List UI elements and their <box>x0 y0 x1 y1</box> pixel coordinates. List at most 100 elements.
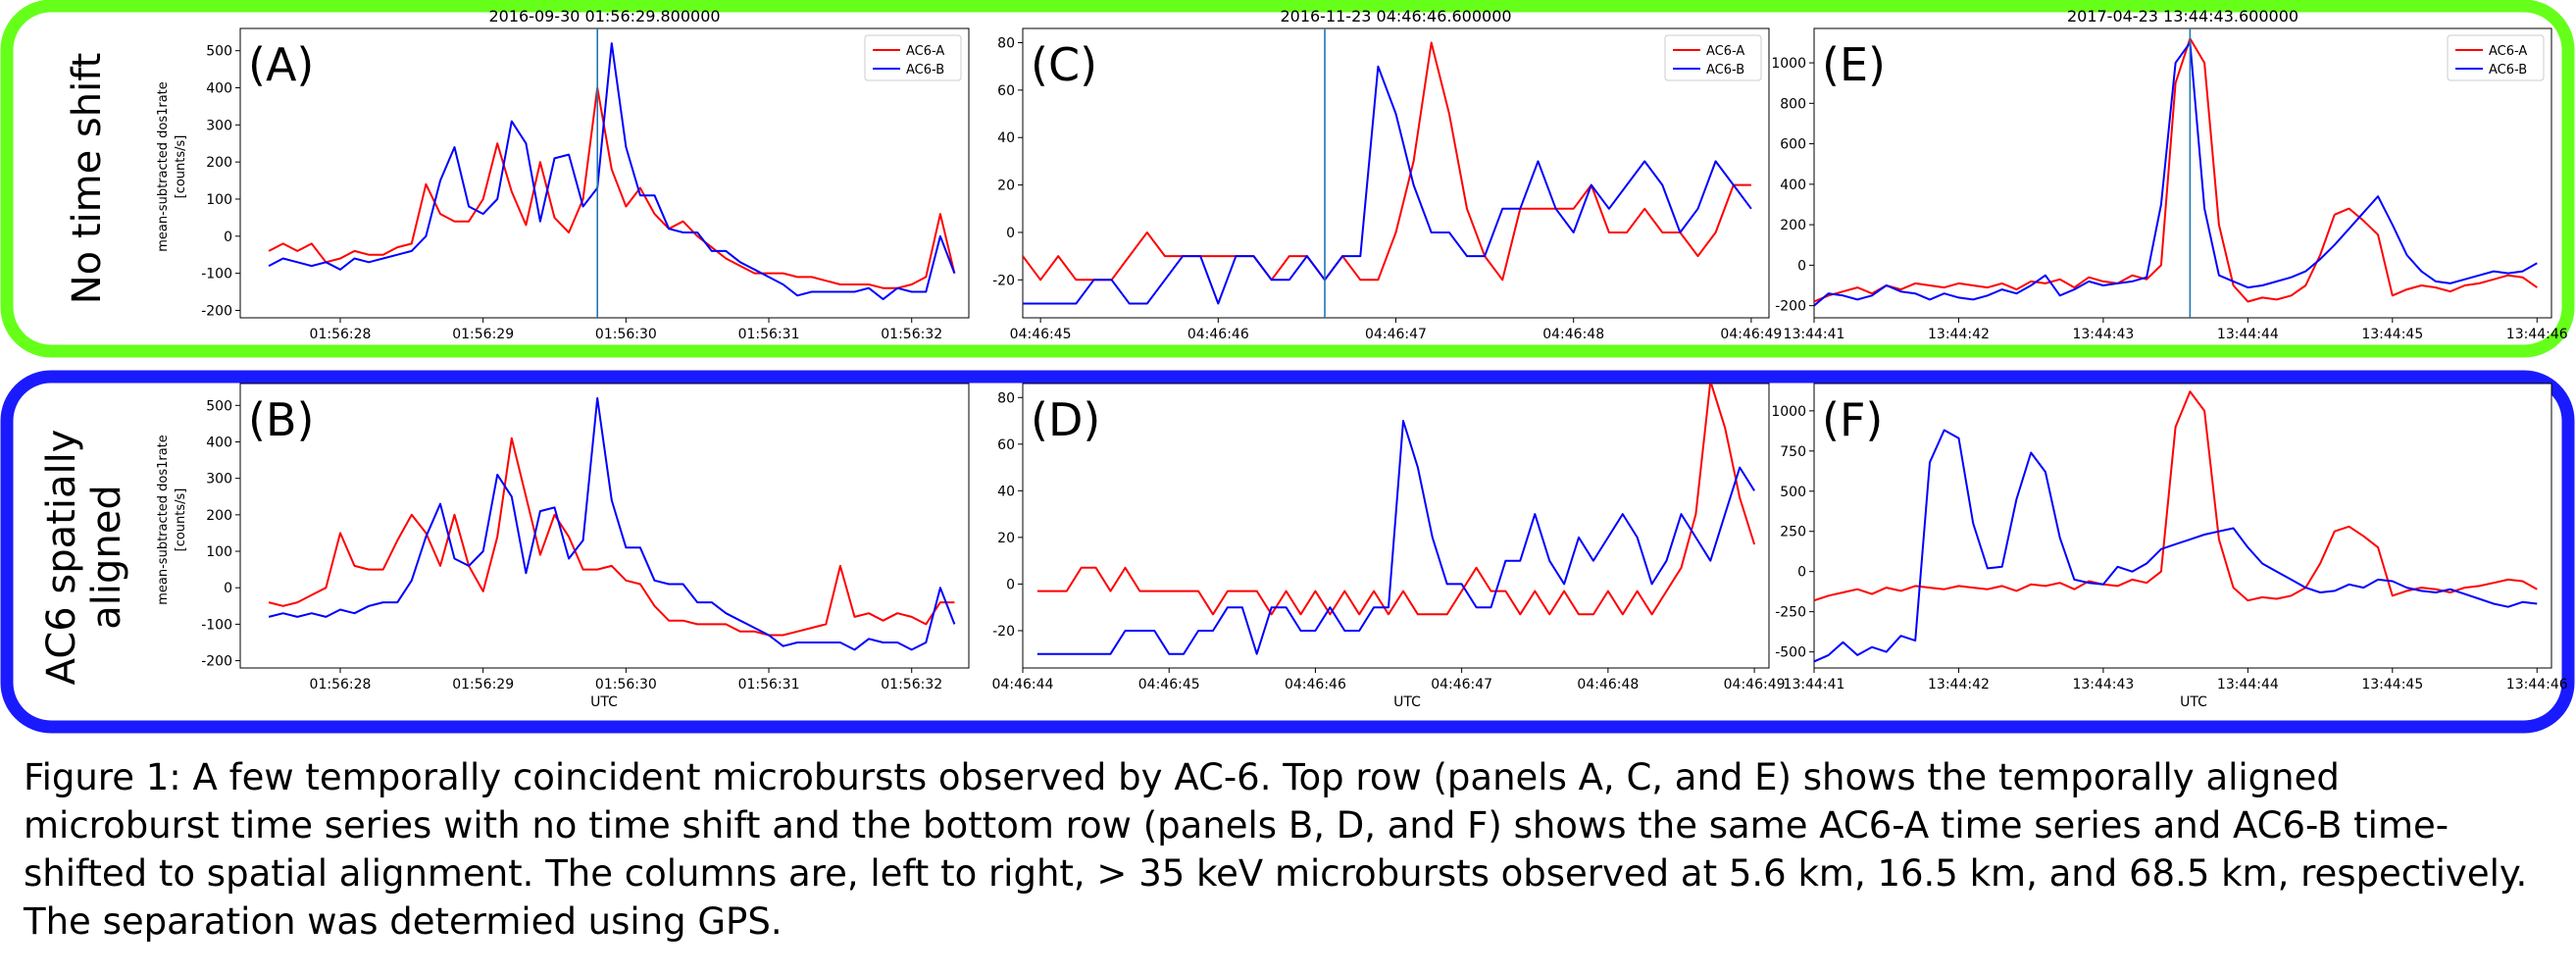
x-tick-label: 13:44:42 <box>1928 677 1990 693</box>
y-tick-label: 0 <box>1006 226 1015 241</box>
y-tick-label: 100 <box>206 192 232 208</box>
y-tick-label: 500 <box>206 44 232 60</box>
series-line-ac6-b <box>1023 65 1752 305</box>
plot-area <box>239 383 970 669</box>
x-tick-label: 01:56:29 <box>452 327 514 342</box>
x-tick-label: 01:56:32 <box>881 327 942 342</box>
y-tick-label: 1000 <box>1771 404 1806 420</box>
row-frame-no-time-shift <box>0 0 2575 358</box>
chart-panel-a: -200 -100 0 100 200 300 400 500 01:56:28 01:56:29… <box>201 7 970 342</box>
ylabel-top-line2: [counts/s] <box>174 135 188 199</box>
y-tick-label: 200 <box>206 155 232 171</box>
series-line-ac6-b <box>268 396 956 651</box>
xlabel-utc-d: UTC <box>1393 694 1421 710</box>
chart-panel-b: -200 -100 0 100 200 300 400 500 01:56:28 01:56:29… <box>201 383 970 693</box>
y-tick-label: 60 <box>997 437 1015 453</box>
x-tick-label: 01:56:31 <box>738 327 800 342</box>
y-tick-label: 200 <box>1780 218 1806 233</box>
legend-label: AC6-B <box>906 63 944 77</box>
x-tick-label: 13:44:46 <box>2506 327 2568 342</box>
x-tick-label: 13:44:45 <box>2361 677 2423 693</box>
y-tick-label: 0 <box>1797 565 1806 581</box>
y-tick-label: 40 <box>997 130 1015 146</box>
plot-area <box>1022 27 1770 319</box>
y-tick-label: -250 <box>1775 605 1806 621</box>
y-tick-label: 750 <box>1780 444 1806 460</box>
legend-label: AC6-B <box>2489 63 2527 77</box>
x-tick-label: 04:46:45 <box>1138 677 1200 693</box>
chart-panel-e: -200 0 200 400 600 800 1000 13:44:41 13:44:42 13:… <box>1771 7 2567 342</box>
y-tick-label: 200 <box>206 508 232 524</box>
ylabel-bottom-line1: mean-subtracted dos1rate <box>156 435 171 605</box>
panel-label: (D) <box>1031 393 1100 446</box>
x-tick-label: 13:44:42 <box>1928 327 1990 342</box>
x-tick-label: 04:46:46 <box>1285 677 1346 693</box>
row-frame-spatially-aligned <box>0 370 2575 734</box>
y-tick-label: 20 <box>997 531 1015 546</box>
y-tick-label: 300 <box>206 472 232 488</box>
y-tick-label: 800 <box>1780 96 1806 112</box>
y-tick-label: 600 <box>1780 137 1806 153</box>
series-line-ac6-a <box>268 436 955 637</box>
row-label-spatially-aligned-line2: aligned <box>84 485 129 629</box>
y-tick-label: 500 <box>1780 485 1806 500</box>
x-tick-label: 01:56:31 <box>738 677 800 693</box>
y-tick-label: 400 <box>206 81 232 97</box>
y-tick-label: 20 <box>997 179 1015 194</box>
x-tick-label: 04:46:44 <box>992 677 1054 693</box>
x-tick-label: 04:46:49 <box>1720 327 1782 342</box>
series-line-ac6-a <box>1814 37 2538 303</box>
plot-area <box>239 27 970 319</box>
y-tick-label: 40 <box>997 484 1015 499</box>
x-tick-label: 13:44:44 <box>2217 677 2279 693</box>
panel-label: (A) <box>248 38 314 91</box>
series-line-ac6-b <box>1814 429 2538 663</box>
series-line-ac6-a <box>1023 41 1751 282</box>
chart-title: 2016-09-30 01:56:29.800000 <box>488 7 720 26</box>
y-tick-label: 250 <box>1780 525 1806 540</box>
row-label-no-time-shift: No time shift <box>65 53 110 305</box>
chart-panel-c: -20 0 20 40 60 80 04:46:45 04:46:46 04:46:47 04:4… <box>992 7 1782 342</box>
chart-panel-d: -20 0 20 40 60 80 04:46:44 04:46:45 04:46:46 04:4… <box>992 383 1786 693</box>
y-tick-label: 400 <box>1780 178 1806 193</box>
y-tick-label: -200 <box>201 303 232 319</box>
row-label-spatially-aligned-line1: AC6 spatially <box>39 430 84 686</box>
panel-label: (C) <box>1031 38 1097 91</box>
ylabel-top-line1: mean-subtracted dos1rate <box>156 81 171 252</box>
x-tick-label: 01:56:32 <box>881 677 942 693</box>
y-tick-label: 0 <box>1797 258 1806 274</box>
legend-label: AC6-B <box>1706 63 1744 77</box>
y-tick-label: -100 <box>201 617 232 633</box>
x-tick-label: 04:46:48 <box>1542 327 1604 342</box>
x-tick-label: 13:44:43 <box>2072 677 2134 693</box>
xlabel-utc-b: UTC <box>590 694 618 710</box>
x-tick-label: 04:46:47 <box>1365 327 1427 342</box>
y-tick-label: 100 <box>206 544 232 560</box>
x-tick-label: 13:44:43 <box>2072 327 2134 342</box>
chart-title: 2017-04-23 13:44:43.600000 <box>2067 7 2298 26</box>
x-tick-label: 01:56:30 <box>595 327 657 342</box>
panel-label: (B) <box>248 393 314 446</box>
x-tick-label: 01:56:29 <box>452 677 514 693</box>
y-tick-label: -20 <box>992 273 1015 288</box>
chart-title: 2016-11-23 04:46:46.600000 <box>1280 7 1511 26</box>
legend-label: AC6-A <box>2489 44 2527 59</box>
y-tick-label: 500 <box>206 398 232 414</box>
y-tick-label: -20 <box>992 624 1015 640</box>
y-tick-label: 60 <box>997 83 1015 99</box>
series-line-ac6-b <box>1036 420 1755 655</box>
series-line-ac6-a <box>1036 384 1756 616</box>
series-line-ac6-b <box>268 42 956 301</box>
x-tick-label: 01:56:28 <box>310 327 372 342</box>
series-line-ac6-b <box>1814 41 2538 307</box>
panel-label: (F) <box>1822 393 1883 446</box>
x-tick-label: 04:46:47 <box>1431 677 1492 693</box>
x-tick-label: 04:46:46 <box>1187 327 1249 342</box>
series-line-ac6-a <box>1814 390 2538 602</box>
x-tick-label: 01:56:28 <box>310 677 372 693</box>
x-tick-label: 04:46:45 <box>1010 327 1072 342</box>
y-tick-label: 0 <box>224 581 232 596</box>
x-tick-label: 04:46:49 <box>1724 677 1786 693</box>
y-tick-label: -100 <box>201 267 232 282</box>
